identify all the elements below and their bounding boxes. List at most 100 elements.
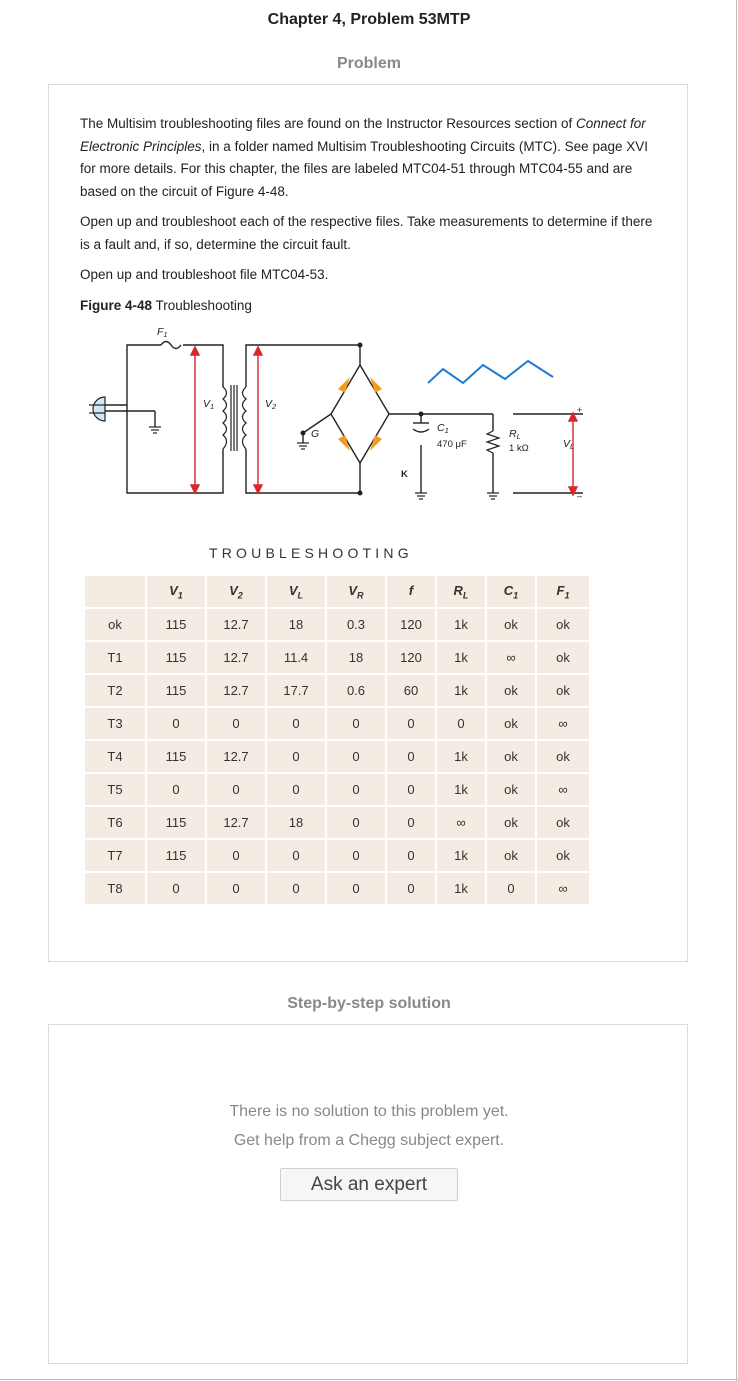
problem-label: Problem [336,55,401,72]
table-cell: 0 [267,774,325,805]
table-cell: ok [487,741,535,772]
table-cell: 0 [327,708,385,739]
table-cell: 0 [267,840,325,871]
circuit-diagram: F1 V1 V2 G K C1 470 μF RL 1 kΩ VL + – [89,326,583,501]
label-rl-value: 1 kΩ [509,443,529,454]
table-cell: ok [487,807,535,838]
table-row: T1 115 12.7 11.4 18 120 1k ∞ ok [85,642,589,673]
table-cell: 120 [387,642,435,673]
table-cell: ok [537,609,589,640]
table-row: ok 115 12.7 18 0.3 120 1k ok ok [85,609,589,640]
table-cell: 0 [327,840,385,871]
table-row-label: T7 [85,840,145,871]
table-cell: ∞ [537,708,589,739]
table-cell: ok [537,675,589,706]
get-help-text: Get help from a Chegg subject expert. [233,1132,505,1149]
transformer-icon [222,385,247,451]
table-header-cell [85,576,145,607]
fuse-icon [160,340,182,350]
table-cell: ok [487,774,535,805]
table-cell: 0 [487,873,535,904]
table-cell: 0.6 [327,675,385,706]
table-cell: 0 [387,840,435,871]
table-cell: ok [537,840,589,871]
table-header-cell: RL [437,576,485,607]
window-bottom-border [0,1379,738,1380]
table-cell: 0 [327,741,385,772]
figure-caption-text: Troubleshooting [152,297,252,313]
table-cell: 0 [267,708,325,739]
p1-text-italic: Connect for Electronic Principles [80,116,646,154]
table-cell: 115 [147,675,205,706]
table-cell: 0 [387,708,435,739]
label-c1: C1 [437,422,449,435]
table-cell: 115 [147,741,205,772]
table-cell: 0 [267,873,325,904]
ask-expert-button[interactable]: Ask an expert [280,1168,458,1201]
table-row: T5 0 0 0 0 0 1k ok ∞ [85,774,589,805]
table-header-cell: VL [267,576,325,607]
table-cell: 1k [437,609,485,640]
table-cell: ok [487,840,535,871]
label-c1-value: 470 μF [437,439,467,450]
solution-card: There is no solution to this problem yet… [48,1024,688,1364]
table-cell: 1k [437,774,485,805]
table-cell: 0 [147,774,205,805]
table-cell: 0 [147,708,205,739]
table-row-label: T8 [85,873,145,904]
table-row: T7 115 0 0 0 0 1k ok ok [85,840,589,871]
capacitor-icon [412,422,430,433]
table-row-label: T1 [85,642,145,673]
problem-paragraph-1: The Multisim troubleshooting files are f… [80,113,660,203]
table-row-label: T5 [85,774,145,805]
problem-text: The Multisim troubleshooting files are f… [80,113,660,325]
table-cell: 115 [147,840,205,871]
table-header-row: V1 V2 VL VR f RL C1 F1 [85,576,589,607]
ac-plug-icon [89,396,106,422]
voltage-arrows [189,345,579,497]
table-row: T3 0 0 0 0 0 0 ok ∞ [85,708,589,739]
table-cell: 18 [327,642,385,673]
table-cell: 0 [207,774,265,805]
table-row-label: T2 [85,675,145,706]
resistor-icon [485,430,501,454]
p1-text-b: , in a folder named Multisim Troubleshoo… [80,138,648,199]
table-cell: 0 [207,873,265,904]
table-header-cell: V1 [147,576,205,607]
table-row: T6 115 12.7 18 0 0 ∞ ok ok [85,807,589,838]
window-right-border [736,0,737,1381]
table-cell: 12.7 [207,741,265,772]
ground-icon [149,426,499,500]
table-cell: ∞ [487,642,535,673]
table-cell: ∞ [437,807,485,838]
label-v1: V1 [203,398,214,411]
table-cell: ok [487,675,535,706]
problem-paragraph-3: Open up and troubleshoot file MTC04-53. [80,267,329,282]
problem-card: The Multisim troubleshooting files are f… [48,84,688,962]
table-cell: 60 [387,675,435,706]
troubleshooting-table: V1 V2 VL VR f RL C1 F1 ok 115 12.7 18 0.3 120 1k ok ok T1… [83,574,591,906]
table-cell: 18 [267,807,325,838]
table-cell: 0 [387,873,435,904]
table-cell: 0 [207,840,265,871]
table-header-cell: F1 [537,576,589,607]
table-cell: ok [537,807,589,838]
label-rl: RL [509,428,521,441]
table-header-cell: V2 [207,576,265,607]
table-cell: 120 [387,609,435,640]
label-g: G [311,428,319,440]
table-cell: 1k [437,741,485,772]
table-cell: 0 [437,708,485,739]
table-cell: 0 [327,873,385,904]
table-cell: 0 [327,807,385,838]
table-cell: 18 [267,609,325,640]
table-cell: 17.7 [267,675,325,706]
circuit-nodes [300,342,424,496]
table-cell: 0 [207,708,265,739]
table-row: T2 115 12.7 17.7 0.6 60 1k ok ok [85,675,589,706]
table-header-cell: VR [327,576,385,607]
table-cell: 0 [387,774,435,805]
table-cell: 12.7 [207,807,265,838]
table-row: T4 115 12.7 0 0 0 1k ok ok [85,741,589,772]
table-cell: 1k [437,873,485,904]
